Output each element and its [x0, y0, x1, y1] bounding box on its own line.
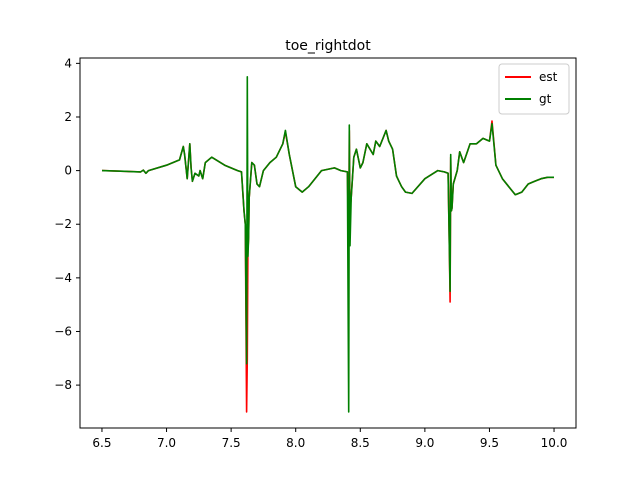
legend-label-est: est: [539, 70, 558, 84]
x-tick-label: 10.0: [541, 436, 568, 450]
legend-label-gt: gt: [539, 92, 552, 106]
legend: est gt: [498, 63, 570, 115]
y-tick-label: −8: [54, 378, 72, 392]
y-tick-label: −2: [54, 217, 72, 231]
plot-lines: [101, 76, 554, 413]
y-tick-label: 2: [64, 110, 72, 124]
y-tick-label: −6: [54, 324, 72, 338]
x-tick-label: 8.5: [351, 436, 370, 450]
x-axis: 6.5 7.0 7.5 8.0 8.5 9.0 9.5 10.0: [92, 428, 567, 450]
x-tick-label: 7.5: [222, 436, 241, 450]
x-tick-label: 8.0: [286, 436, 305, 450]
x-tick-label: 9.0: [415, 436, 434, 450]
y-tick-label: 0: [64, 164, 72, 178]
y-axis: 4 2 0 −2 −4 −6 −8: [54, 56, 80, 392]
x-tick-label: 9.5: [480, 436, 499, 450]
x-tick-label: 7.0: [157, 436, 176, 450]
series-line-gt: [101, 76, 554, 413]
legend-box: [498, 63, 570, 115]
chart-title: toe_rightdot: [285, 38, 371, 54]
y-tick-label: −4: [54, 271, 72, 285]
y-tick-label: 4: [64, 56, 72, 70]
plot-frame: [79, 57, 577, 429]
x-tick-label: 6.5: [92, 436, 111, 450]
